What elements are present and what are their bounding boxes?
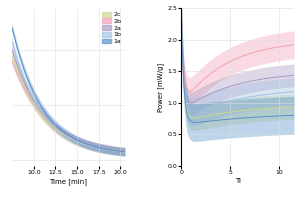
Y-axis label: Power [mW/g]: Power [mW/g] — [158, 62, 164, 112]
X-axis label: Time [min]: Time [min] — [50, 178, 87, 185]
X-axis label: Ti: Ti — [235, 178, 241, 184]
Legend: 2c, 2b, 2a, 1b, 1a: 2c, 2b, 2a, 1b, 1a — [101, 11, 122, 45]
